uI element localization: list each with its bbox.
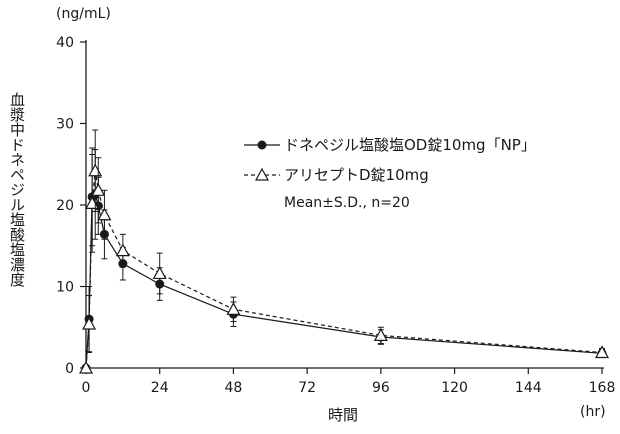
y-tick-label: 20 [56,198,74,214]
legend-marker-filled-circle [244,140,280,150]
series-line [85,170,603,369]
y-tick-label: 40 [56,35,74,51]
data-point [152,266,167,280]
y-tick-label: 30 [56,117,74,133]
data-point [78,360,94,374]
legend-note: Mean±S.D., n=20 [284,195,410,211]
data-point [88,163,103,177]
data-point [373,328,388,341]
data-point [97,207,112,221]
x-tick-label: 0 [82,380,91,396]
y-axis-label: 血漿中ドネペジル塩酸塩濃度 [8,92,26,287]
legend-label-np: ドネペジル塩酸塩OD錠10mg「NP」 [284,136,536,154]
legend-marker-open-triangle [244,167,280,181]
legend-entry-np: ドネペジル塩酸塩OD錠10mg「NP」 [244,130,536,160]
y-tick-label: 0 [65,361,74,377]
chart-plot-area [78,129,610,374]
x-tick-label: 120 [441,380,468,396]
series-line [85,193,603,369]
x-tick-label: 48 [225,380,243,396]
data-point [115,243,130,257]
data-point [91,183,106,196]
data-point [226,302,241,315]
y-axis-unit: (ng/mL) [56,6,111,22]
chart-axes: 0 10 20 30 40 0 24 48 72 96 120 144 168 [56,35,615,396]
x-axis-unit: (hr) [580,404,606,420]
x-tick-label: 72 [298,380,316,396]
legend-label-aricept: アリセプトD錠10mg [284,166,429,184]
x-tick-label: 144 [515,380,542,396]
legend-entry-aricept: アリセプトD錠10mg [244,160,536,190]
data-point [82,316,97,330]
x-tick-label: 168 [589,380,616,396]
data-point [594,345,610,359]
x-tick-label: 96 [372,380,390,396]
series-aricept [78,129,610,374]
chart-legend: ドネペジル塩酸塩OD錠10mg「NP」 アリセプトD錠10mg Mean±S.D… [244,130,536,216]
x-tick-label: 24 [151,380,169,396]
x-axis-label: 時間 [328,406,359,424]
y-tick-label: 10 [56,280,74,296]
